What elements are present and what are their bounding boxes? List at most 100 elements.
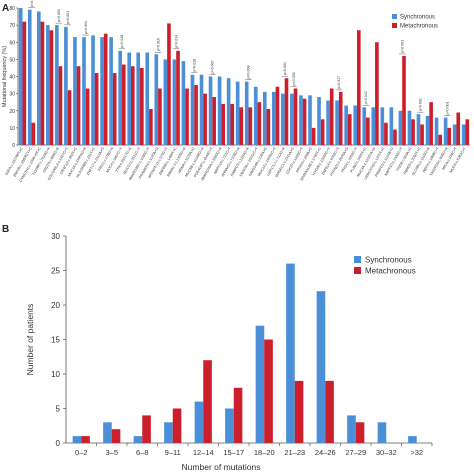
bar-metachronous-a — [366, 117, 370, 145]
bar-synchronous-a — [407, 110, 412, 145]
bar-metachronous-a — [203, 93, 207, 145]
bar-synchronous-a — [389, 107, 394, 145]
x-tick-label-b: 3–5 — [105, 448, 118, 457]
bar-metachronous-b — [294, 380, 304, 443]
bar-synchronous-a — [344, 105, 348, 145]
x-tick-label-b: 12–14 — [193, 448, 214, 457]
legend-swatch-synchronous-b — [354, 256, 361, 263]
p-value-label-a: p<0.001 — [400, 40, 404, 53]
y-tick-label-a: 80 — [9, 6, 15, 12]
panel-a-letter: A — [2, 3, 9, 14]
x-tick-label-b: 24–26 — [315, 448, 336, 457]
bar-metachronous-a — [121, 64, 126, 145]
y-tick-label-b: 30 — [51, 232, 60, 241]
bar-synchronous-b — [164, 422, 173, 443]
bar-synchronous-a — [308, 95, 312, 145]
bar-synchronous-a — [27, 9, 32, 146]
bar-synchronous-a — [362, 107, 367, 145]
y-tick-label-a: 10 — [9, 126, 15, 132]
p-value-label-a: p<0.001 — [30, 0, 34, 7]
legend-swatch-metachronous-a — [392, 23, 397, 28]
bar-metachronous-a — [311, 127, 316, 145]
bar-synchronous-a — [118, 50, 122, 145]
p-value-label-a: p=0.035 — [292, 72, 296, 85]
chart-a: 0 10 20 30 40 50 60 70 80 Mutational frequency (%… — [2, 0, 470, 183]
bar-metachronous-a — [420, 124, 424, 145]
bar-synchronous-b — [286, 263, 295, 443]
bar-synchronous-a — [82, 37, 86, 145]
bar-synchronous-a — [262, 91, 267, 145]
bar-synchronous-a — [398, 110, 403, 145]
bar-synchronous-a — [100, 37, 104, 145]
bar-metachronous-a — [375, 42, 379, 145]
bar-metachronous-a — [329, 88, 334, 145]
bar-metachronous-a — [465, 119, 470, 145]
bar-metachronous-a — [248, 107, 253, 145]
y-tick-label-a: 40 — [9, 75, 15, 81]
bar-synchronous-a — [46, 25, 50, 145]
bar-synchronous-a — [452, 124, 457, 145]
y-axis-title-b: Number of patients — [25, 304, 35, 376]
x-tick-label-b: >32 — [410, 448, 423, 457]
bar-synchronous-a — [335, 100, 339, 145]
bar-synchronous-a — [163, 59, 168, 145]
bar-synchronous-a — [172, 59, 177, 145]
p-value-label-a: p=0.042 — [364, 91, 368, 104]
bar-metachronous-a — [411, 119, 415, 145]
bar-metachronous-a — [230, 103, 235, 145]
x-tick-label-b: 27–29 — [345, 448, 366, 457]
bar-metachronous-a — [49, 30, 54, 146]
bar-synchronous-b — [225, 408, 234, 443]
bar-metachronous-a — [94, 73, 99, 145]
bar-metachronous-a — [22, 21, 27, 146]
bar-metachronous-a — [167, 23, 171, 146]
y-tick-label-a: 20 — [9, 109, 15, 115]
bar-metachronous-a — [393, 129, 397, 145]
y-tick-label-b: 25 — [51, 267, 60, 276]
bar-metachronous-a — [239, 107, 244, 145]
bar-synchronous-a — [371, 107, 376, 145]
y-tick-label-a: 60 — [9, 40, 15, 46]
bar-metachronous-a — [58, 66, 63, 145]
bar-metachronous-a — [221, 103, 226, 145]
y-tick-label-a: 70 — [9, 23, 15, 29]
bar-metachronous-b — [264, 339, 273, 443]
bar-synchronous-a — [127, 52, 131, 145]
bar-synchronous-a — [154, 54, 159, 145]
y-tick-label-a: 0 — [12, 143, 15, 149]
bar-synchronous-a — [434, 117, 439, 145]
legend-label-metachronous-b: Metachronous — [365, 267, 416, 276]
bar-metachronous-a — [293, 88, 298, 145]
bar-metachronous-a — [149, 109, 153, 145]
bar-synchronous-a — [226, 78, 231, 145]
x-tick-label-b: 30–32 — [376, 448, 397, 457]
legend-label-synchronous-a: Synchronous — [400, 15, 435, 21]
bar-metachronous-b — [142, 415, 151, 443]
bar-synchronous-a — [353, 105, 357, 145]
bar-metachronous-a — [67, 90, 72, 145]
bar-synchronous-b — [194, 401, 204, 443]
bar-metachronous-a — [320, 119, 325, 145]
y-tick-label-b: 15 — [51, 336, 60, 345]
bar-metachronous-a — [40, 21, 45, 146]
bar-metachronous-a — [212, 97, 216, 145]
y-tick-label-b: 0 — [56, 439, 61, 448]
bar-synchronous-a — [217, 76, 222, 145]
p-value-label-a: p=0.007 — [211, 60, 215, 73]
bar-synchronous-b — [347, 415, 356, 443]
bar-synchronous-a — [443, 117, 448, 145]
x-tick-label-b: 9–11 — [165, 448, 181, 457]
bar-synchronous-a — [244, 81, 249, 145]
bar-metachronous-a — [338, 91, 343, 145]
bar-metachronous-b — [233, 387, 243, 443]
x-tick-label-b: 15–17 — [223, 448, 244, 457]
y-tick-label-b: 10 — [51, 370, 60, 379]
bar-synchronous-a — [181, 61, 186, 145]
y-tick-label-a: 30 — [9, 92, 15, 98]
bar-metachronous-a — [31, 122, 36, 145]
bar-synchronous-b — [316, 291, 326, 443]
x-tick-label-b: 0–2 — [75, 448, 88, 457]
p-value-label-a: p<0.001 — [84, 21, 88, 34]
bar-metachronous-b — [111, 429, 121, 443]
bar-metachronous-a — [302, 98, 307, 145]
